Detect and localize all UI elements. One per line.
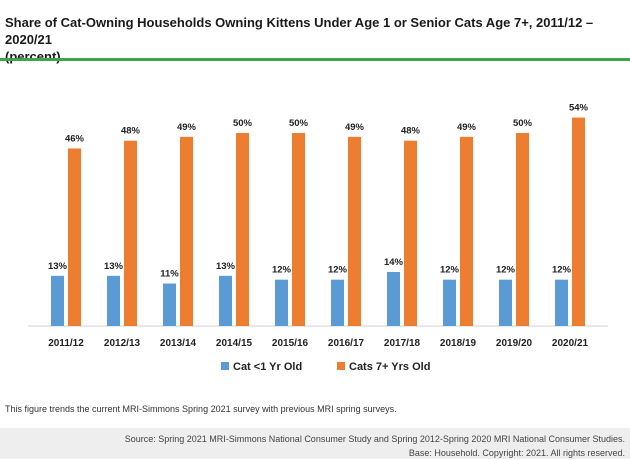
data-label: 49% [457,122,477,133]
data-label: 49% [345,122,365,133]
data-label: 54% [569,103,589,114]
legend-label-0: Cat <1 Yr Old [233,361,302,373]
source-footer: Source: Spring 2021 MRI-Simmons National… [0,428,630,459]
x-tick-label: 2019/20 [496,338,533,349]
chart-title-line1: Share of Cat-Owning Households Owning Ki… [5,15,594,47]
bar-kitten-2016/17 [331,279,344,326]
source-line2: Base: Household. Copyright: 2021. All ri… [408,448,625,458]
data-label: 13% [104,261,124,272]
x-tick-label: 2017/18 [384,338,421,349]
bar-kitten-2017/18 [387,271,400,326]
data-label: 49% [177,122,197,133]
data-label: 12% [272,265,292,276]
x-tick-label: 2020/21 [552,338,589,349]
data-label: 12% [496,265,516,276]
bar-kitten-2014/15 [219,275,232,326]
data-label: 50% [233,118,253,129]
title-divider [0,58,630,61]
bar-kitten-2019/20 [499,279,512,326]
bar-kitten-2018/19 [443,279,456,326]
x-tick-label: 2012/13 [104,338,141,349]
x-tick-label: 2014/15 [216,338,253,349]
data-label: 46% [65,133,85,144]
legend-label-1: Cats 7+ Yrs Old [349,361,430,373]
legend-swatch-1 [337,362,345,370]
data-label: 13% [216,261,236,272]
bar-senior-2016/17 [348,136,361,326]
x-tick-label: 2015/16 [272,338,309,349]
data-label: 50% [513,118,533,129]
x-tick-label: 2011/12 [48,338,84,349]
bar-senior-2013/14 [180,136,193,326]
source-line1: Source: Spring 2021 MRI-Simmons National… [124,434,625,444]
bar-kitten-2015/16 [275,279,288,326]
data-label: 12% [552,265,572,276]
figure-note: This figure trends the current MRI-Simmo… [5,404,397,414]
x-tick-label: 2013/14 [160,338,197,349]
bar-senior-2018/19 [460,136,473,326]
bar-senior-2014/15 [236,133,249,326]
bar-kitten-2013/14 [163,283,176,326]
source-text: Source: Spring 2021 MRI-Simmons National… [125,432,625,460]
bar-senior-2012/13 [124,140,137,326]
x-tick-label: 2018/19 [440,338,477,349]
bar-senior-2017/18 [404,140,417,326]
bar-senior-2020/21 [572,117,585,326]
data-label: 50% [289,118,309,129]
legend-swatch-0 [221,362,229,370]
bar-senior-2015/16 [292,133,305,326]
data-label: 48% [401,126,421,137]
bar-kitten-2012/13 [107,275,120,326]
data-label: 11% [160,269,179,280]
data-label: 14% [384,257,404,268]
bar-kitten-2011/12 [51,275,64,326]
data-label: 13% [48,261,68,272]
data-label: 48% [121,126,141,137]
bar-kitten-2020/21 [555,279,568,326]
data-label: 12% [328,265,348,276]
data-label: 12% [440,265,460,276]
x-tick-label: 2016/17 [328,338,365,349]
bar-senior-2011/12 [68,148,81,326]
bar-senior-2019/20 [516,133,529,326]
